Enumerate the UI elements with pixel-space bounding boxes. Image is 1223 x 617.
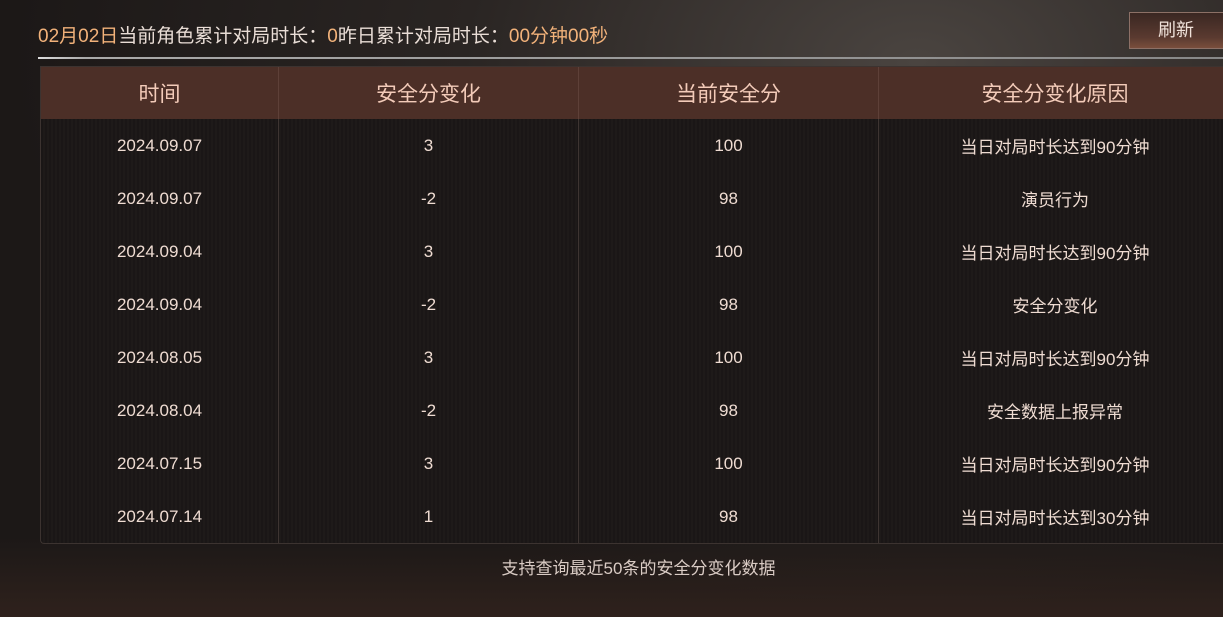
cell-current: 100 (579, 225, 879, 278)
cell-change: 3 (279, 331, 579, 384)
table-row: 2024.09.04 3 100 当日对局时长达到90分钟 (41, 225, 1223, 278)
date: 02月02日 (38, 26, 119, 47)
play-time-summary: 02月02日当前角色累计对局时长：0昨日累计对局时长：00分钟00秒 (38, 21, 608, 48)
yesterday-value: 00分钟00秒 (508, 26, 609, 47)
cell-time: 2024.07.15 (41, 437, 279, 490)
cell-change: 3 (279, 119, 579, 172)
cell-reason: 当日对局时长达到90分钟 (960, 456, 1150, 475)
refresh-button[interactable]: 刷新 (1129, 12, 1223, 49)
table-row: 2024.09.07 -2 98 演员行为 (41, 172, 1223, 225)
cell-time: 2024.08.05 (41, 331, 279, 384)
cell-reason: 安全分变化 (1012, 297, 1098, 316)
table-row: 2024.08.05 3 100 当日对局时长达到90分钟 (41, 331, 1223, 384)
cell-reason: 当日对局时长达到90分钟 (960, 244, 1150, 263)
cell-change: -2 (279, 384, 579, 437)
cell-reason: 当日对局时长达到90分钟 (960, 350, 1150, 369)
cell-reason: 演员行为 (1021, 191, 1089, 210)
table-header: 时间 安全分变化 当前安全分 安全分变化原因 (41, 67, 1223, 119)
cell-current: 98 (579, 278, 879, 331)
cell-time: 2024.09.07 (41, 172, 279, 225)
cell-time: 2024.07.14 (41, 490, 279, 543)
column-header-time: 时间 (41, 67, 279, 119)
yesterday-label: 昨日累计对局时长： (337, 26, 509, 47)
current-label: 当前角色累计对局时长： (118, 26, 328, 47)
cell-time: 2024.09.04 (41, 225, 279, 278)
cell-reason: 当日对局时长达到90分钟 (960, 138, 1150, 157)
current-value: 0 (327, 26, 338, 47)
safety-score-table: 时间 安全分变化 当前安全分 安全分变化原因 2024.09.07 3 100 当日对… (40, 66, 1223, 544)
table-row: 2024.07.15 3 100 当日对局时长达到90分钟 (41, 437, 1223, 490)
background-decoration (0, 537, 1223, 617)
divider (38, 57, 1223, 59)
cell-reason: 当日对局时长达到30分钟 (960, 509, 1150, 528)
cell-time: 2024.09.07 (41, 119, 279, 172)
cell-current: 98 (579, 384, 879, 437)
cell-change: 1 (279, 490, 579, 543)
footer-note: 支持查询最近50条的安全分变化数据 (501, 559, 776, 578)
table-row: 2024.07.14 1 98 当日对局时长达到30分钟 (41, 490, 1223, 543)
cell-time: 2024.09.04 (41, 278, 279, 331)
cell-change: 3 (279, 225, 579, 278)
cell-change: 3 (279, 437, 579, 490)
cell-current: 100 (579, 119, 879, 172)
cell-change: -2 (279, 172, 579, 225)
cell-change: -2 (279, 278, 579, 331)
cell-current: 100 (579, 331, 879, 384)
cell-current: 100 (579, 437, 879, 490)
cell-current: 98 (579, 490, 879, 543)
table-row: 2024.09.07 3 100 当日对局时长达到90分钟 (41, 119, 1223, 172)
table-row: 2024.09.04 -2 98 安全分变化 (41, 278, 1223, 331)
cell-current: 98 (579, 172, 879, 225)
table-row: 2024.08.04 -2 98 安全数据上报异常 (41, 384, 1223, 437)
column-header-current: 当前安全分 (579, 67, 879, 119)
cell-reason: 安全数据上报异常 (987, 403, 1123, 422)
column-header-reason: 安全分变化原因 (981, 83, 1129, 106)
column-header-change: 安全分变化 (279, 67, 579, 119)
cell-time: 2024.08.04 (41, 384, 279, 437)
